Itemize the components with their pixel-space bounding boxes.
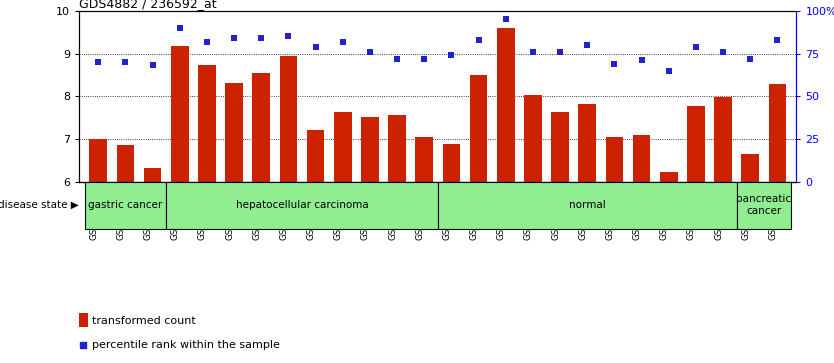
Point (309, 44, 322, 50)
Bar (89, 139, 107, 182)
Text: GSM1200298: GSM1200298 (279, 182, 289, 240)
Bar (389, 115, 406, 182)
Point (716, 49, 730, 55)
Point (118, 59, 132, 65)
Bar (687, 106, 705, 182)
Point (418, 56, 431, 62)
Text: GSM1200293: GSM1200293 (143, 182, 153, 240)
Text: percentile rank within the sample: percentile rank within the sample (92, 340, 279, 350)
Point (689, 44, 702, 50)
Text: GSM1200297: GSM1200297 (252, 182, 261, 240)
Text: GSM1200295: GSM1200295 (198, 182, 207, 240)
Text: GSM1200296: GSM1200296 (225, 182, 234, 240)
Text: GSM1200314: GSM1200314 (714, 182, 723, 240)
Text: GSM1200291: GSM1200291 (89, 182, 98, 240)
Text: GSM1200308: GSM1200308 (551, 182, 560, 240)
Text: GSM1200306: GSM1200306 (497, 182, 505, 240)
Text: GSM1200302: GSM1200302 (388, 182, 397, 240)
Point (364, 49, 377, 55)
Point (744, 56, 757, 62)
Point (390, 56, 404, 62)
Bar (741, 154, 759, 182)
Point (526, 49, 540, 55)
Bar (769, 84, 786, 182)
Text: normal: normal (569, 200, 605, 210)
Point (771, 37, 784, 43)
Bar (198, 65, 216, 182)
Point (499, 16, 512, 22)
Text: GSM1200311: GSM1200311 (633, 182, 641, 240)
Point (282, 33, 295, 39)
Text: GSM1200307: GSM1200307 (524, 182, 533, 240)
Text: GSM1200309: GSM1200309 (578, 182, 587, 240)
Text: GSM1200316: GSM1200316 (768, 182, 777, 240)
Bar (143, 168, 162, 182)
Bar (438, 182, 736, 229)
Bar (551, 113, 569, 182)
Text: GSM1200305: GSM1200305 (470, 182, 479, 240)
Bar (660, 172, 677, 182)
Text: disease state ▶: disease state ▶ (0, 200, 78, 210)
Bar (117, 145, 134, 182)
Bar (470, 75, 487, 182)
Bar (171, 46, 188, 182)
Text: hepatocellular carcinoma: hepatocellular carcinoma (236, 200, 369, 210)
Bar (497, 28, 515, 182)
Text: GSM1200300: GSM1200300 (334, 182, 343, 240)
Bar (524, 95, 542, 182)
Text: GSM1200312: GSM1200312 (660, 182, 669, 240)
Point (472, 37, 485, 43)
Text: transformed count: transformed count (92, 316, 196, 326)
Point (608, 61, 621, 67)
Text: pancreatic
cancer: pancreatic cancer (736, 194, 791, 216)
Point (92, 59, 105, 65)
Point (200, 39, 214, 45)
Bar (579, 104, 596, 182)
Bar (633, 135, 651, 182)
Point (228, 35, 241, 41)
Bar (166, 182, 438, 229)
Text: GSM1200310: GSM1200310 (605, 182, 615, 240)
Text: GSM1200313: GSM1200313 (687, 182, 696, 240)
Text: GSM1200294: GSM1200294 (171, 182, 180, 240)
Text: gastric cancer: gastric cancer (88, 200, 163, 210)
Bar (415, 137, 433, 182)
Point (635, 57, 648, 63)
Bar (307, 130, 324, 182)
Text: GSM1200303: GSM1200303 (415, 182, 425, 240)
Text: GDS4882 / 236592_at: GDS4882 / 236592_at (79, 0, 217, 10)
Text: GSM1200292: GSM1200292 (117, 182, 125, 240)
Bar (85, 182, 166, 229)
Bar (443, 144, 460, 182)
Bar (736, 182, 791, 229)
Text: GSM1200301: GSM1200301 (361, 182, 370, 240)
Point (146, 62, 159, 68)
Point (662, 68, 676, 73)
Point (276, 235, 289, 241)
Bar (253, 73, 270, 182)
Point (254, 35, 268, 41)
Bar (79, 313, 88, 327)
Text: GSM1200315: GSM1200315 (741, 182, 751, 240)
Point (445, 52, 458, 58)
Point (580, 42, 594, 48)
Text: GSM1200299: GSM1200299 (307, 182, 315, 240)
Text: GSM1200304: GSM1200304 (442, 182, 451, 240)
Point (173, 25, 187, 31)
Bar (361, 117, 379, 182)
Point (554, 49, 567, 55)
Bar (605, 137, 623, 182)
Bar (225, 82, 243, 182)
Bar (714, 97, 732, 182)
Bar (279, 56, 297, 182)
Bar (334, 113, 352, 182)
Point (336, 39, 349, 45)
